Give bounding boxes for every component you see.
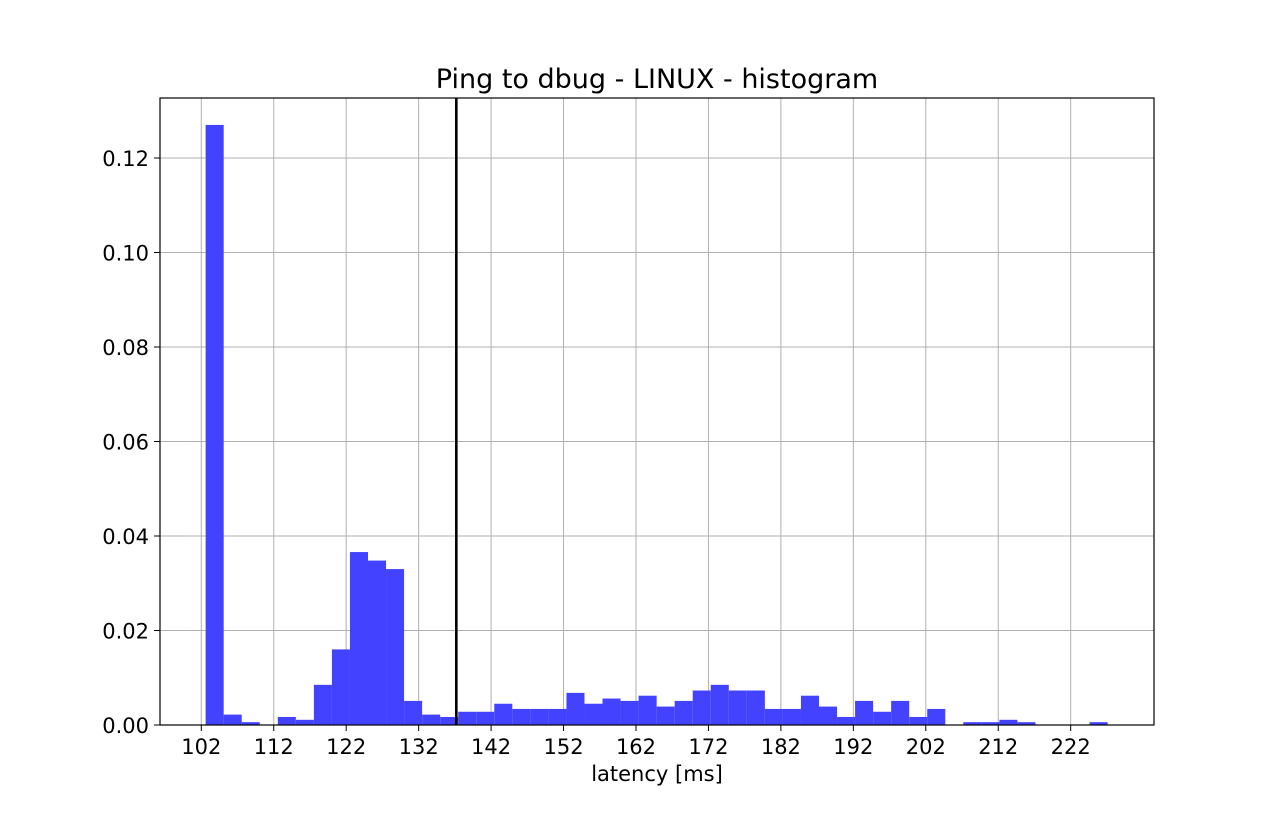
histogram-bar bbox=[728, 690, 747, 725]
histogram-bar bbox=[331, 649, 350, 725]
histogram-bar bbox=[674, 700, 693, 725]
histogram-bar bbox=[1017, 722, 1036, 725]
histogram-bar bbox=[837, 716, 856, 725]
x-tick-label: 132 bbox=[399, 735, 439, 759]
histogram-bar bbox=[764, 708, 783, 725]
x-tick-label: 202 bbox=[906, 735, 946, 759]
histogram-bar bbox=[909, 716, 928, 725]
histogram-bar bbox=[223, 714, 242, 725]
x-tick-label: 172 bbox=[688, 735, 728, 759]
x-tick-label: 222 bbox=[1051, 735, 1091, 759]
x-tick-label: 212 bbox=[978, 735, 1018, 759]
histogram-bar bbox=[295, 719, 314, 725]
histogram-bar bbox=[277, 716, 296, 725]
histogram-bar bbox=[241, 722, 260, 725]
axis-ticks: 102 112 122 132 142 152 162 172 182 192 202 212 222 0… bbox=[102, 147, 1090, 759]
histogram-bar bbox=[494, 703, 513, 725]
y-tick-label: 0.06 bbox=[102, 431, 149, 455]
chart-title: Ping to dbug - LINUX - histogram bbox=[436, 64, 878, 95]
histogram-bar bbox=[205, 124, 224, 725]
histogram-bar bbox=[584, 703, 603, 725]
y-tick-label: 0.10 bbox=[102, 242, 149, 266]
y-tick-label: 0.04 bbox=[102, 525, 149, 549]
histogram-bar bbox=[981, 722, 1000, 725]
y-tick-label: 0.12 bbox=[102, 147, 149, 171]
histogram-bar bbox=[458, 711, 477, 725]
histogram-bar bbox=[476, 711, 495, 725]
histogram-bar bbox=[746, 690, 765, 725]
x-tick-label: 162 bbox=[616, 735, 656, 759]
histogram-bar bbox=[368, 560, 387, 725]
histogram-bars bbox=[205, 124, 1108, 725]
histogram-bar bbox=[782, 708, 801, 725]
y-tick-label: 0.02 bbox=[102, 620, 149, 644]
histogram-bar bbox=[620, 700, 639, 725]
histogram-bar bbox=[999, 719, 1018, 725]
x-axis-label: latency [ms] bbox=[591, 762, 723, 786]
histogram-bar bbox=[313, 684, 332, 725]
x-tick-label: 192 bbox=[833, 735, 873, 759]
histogram-bar bbox=[422, 714, 441, 725]
plot-frame bbox=[159, 97, 1155, 726]
histogram-bar bbox=[873, 711, 892, 725]
histogram-bar bbox=[855, 700, 874, 725]
histogram-bar bbox=[927, 708, 946, 725]
x-tick-label: 112 bbox=[254, 735, 294, 759]
histogram-bar bbox=[710, 684, 729, 725]
histogram-bar bbox=[530, 708, 549, 725]
x-tick-label: 122 bbox=[326, 735, 366, 759]
histogram-bar bbox=[602, 698, 621, 725]
x-tick-label: 142 bbox=[471, 735, 511, 759]
histogram-bar bbox=[404, 700, 423, 725]
histogram-bar bbox=[1089, 722, 1108, 725]
histogram-bar bbox=[638, 695, 657, 725]
histogram-bar bbox=[349, 552, 369, 725]
histogram-bar bbox=[386, 569, 405, 725]
histogram-bar bbox=[692, 690, 711, 725]
y-tick-label: 0.00 bbox=[102, 714, 149, 738]
histogram-bar bbox=[818, 706, 838, 725]
histogram-bar bbox=[512, 708, 531, 725]
x-tick-label: 102 bbox=[181, 735, 221, 759]
histogram-bar bbox=[656, 706, 675, 725]
x-tick-label: 182 bbox=[761, 735, 801, 759]
histogram-bar bbox=[963, 722, 982, 725]
x-tick-label: 152 bbox=[543, 735, 583, 759]
histogram-bar bbox=[800, 695, 819, 725]
histogram-bar bbox=[440, 716, 459, 725]
y-tick-label: 0.08 bbox=[102, 336, 149, 360]
histogram-bar bbox=[566, 692, 585, 725]
histogram-bar bbox=[891, 700, 910, 725]
histogram-bar bbox=[548, 708, 567, 725]
